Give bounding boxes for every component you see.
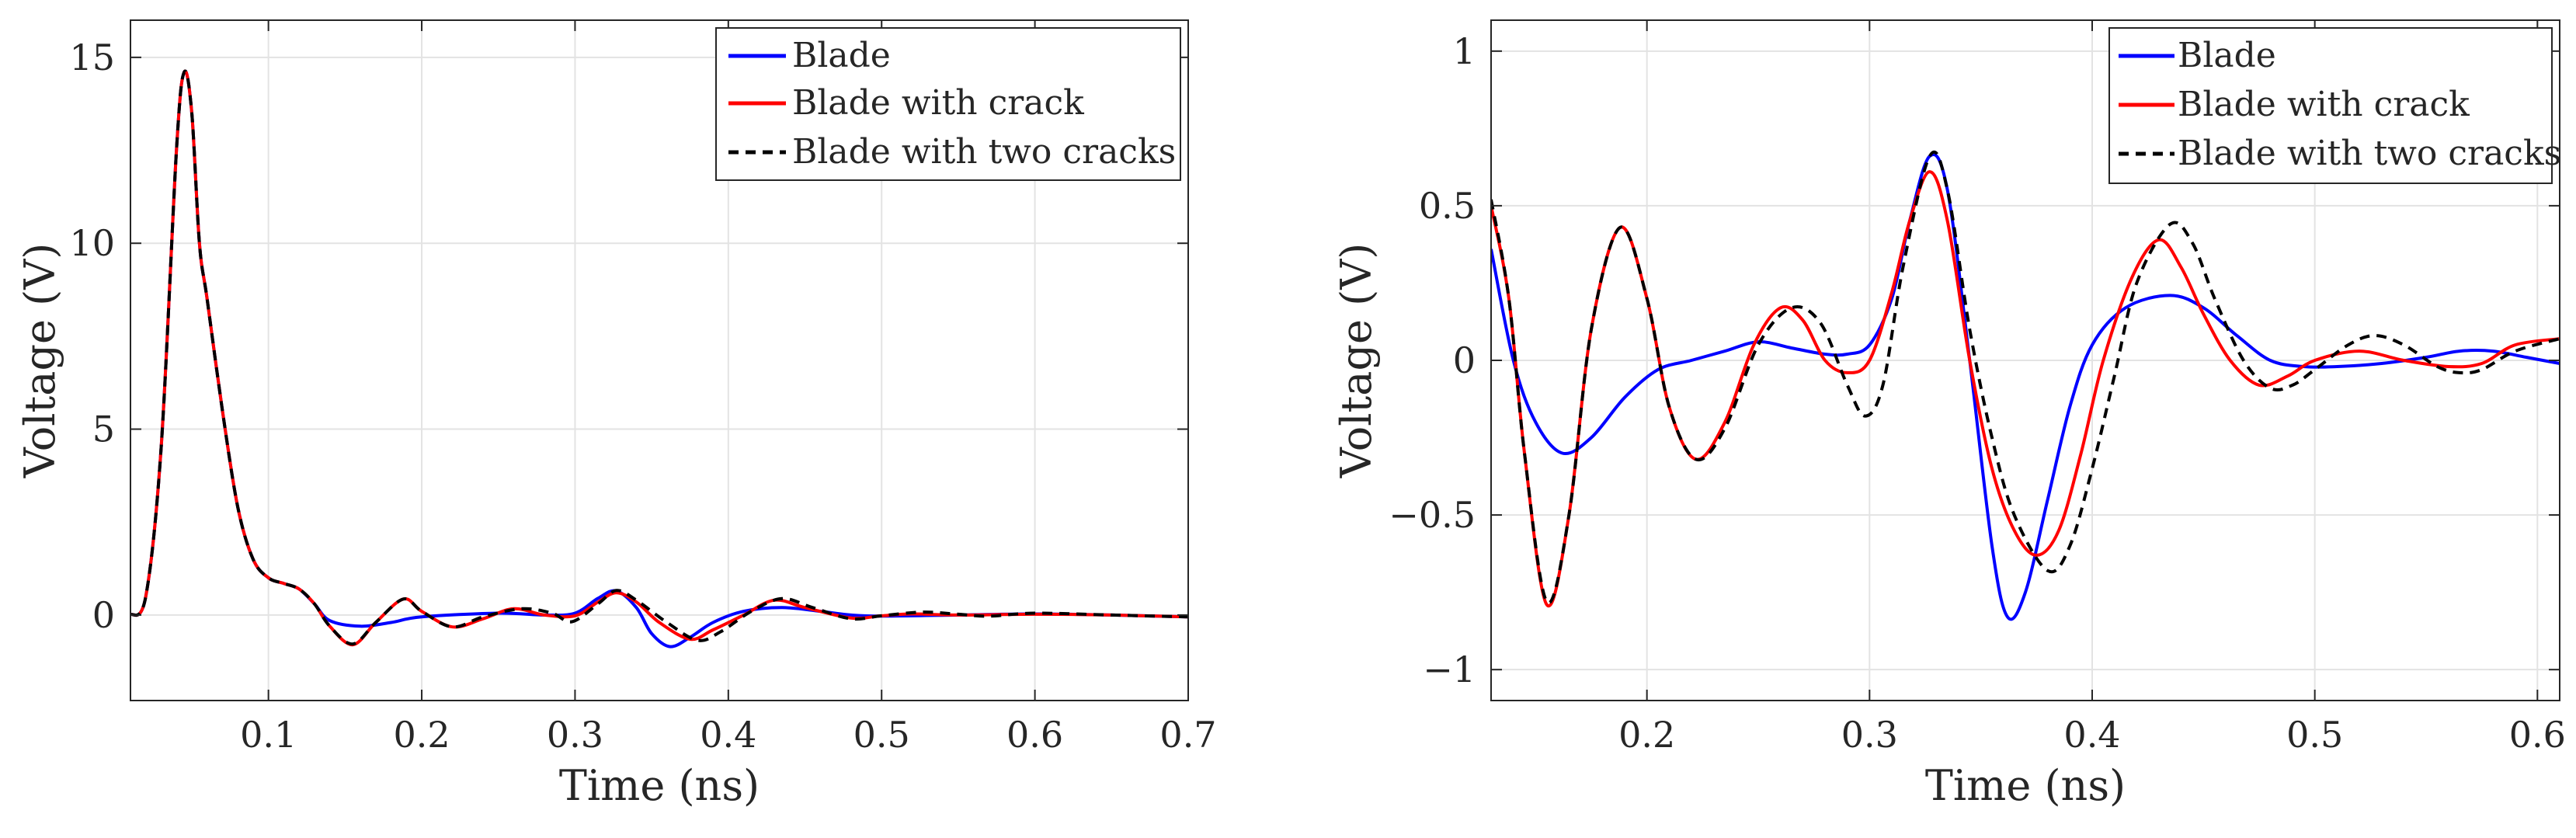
legend-label-blade: Blade: [2178, 36, 2276, 75]
right-legend-box: [2108, 27, 2553, 184]
x-tick-label: 0.6: [1006, 714, 1063, 756]
series-line-blade-with-two-cracks: [130, 69, 1188, 646]
left-ticks: 0.1 0.2 0.3 0.4 0.5 0.6 0.7 0 5 10 15: [69, 20, 1217, 756]
x-tick-label: 0.7: [1159, 714, 1216, 756]
x-tick-label: 0.6: [2509, 714, 2566, 756]
x-tick-label: 0.2: [1618, 714, 1675, 756]
y-tick-label: 0: [1453, 339, 1476, 381]
y-tick-label: 15: [69, 37, 115, 78]
legend-label-blade-with-two-cracks: Blade with two cracks: [2178, 134, 2561, 173]
legend-label-blade-with-crack: Blade with crack: [792, 83, 1084, 123]
y-tick-label: 10: [69, 222, 115, 264]
y-tick-label: 0.5: [1419, 185, 1476, 227]
right-grid: [1491, 20, 2560, 701]
right-ticks: 0.2 0.3 0.4 0.5 0.6 −1 −0.5 0 0.5 1: [1389, 20, 2566, 756]
y-tick-label: −1: [1423, 648, 1476, 690]
x-tick-label: 0.4: [700, 714, 756, 756]
y-tick-label: −0.5: [1389, 494, 1476, 536]
x-tick-label: 0.4: [2063, 714, 2120, 756]
left-legend-box: [715, 27, 1181, 181]
x-tick-label: 0.3: [547, 714, 603, 756]
left-chart: 0.1 0.2 0.3 0.4 0.5 0.6 0.7 0 5 10 15 Time (ns) Vo…: [16, 19, 1217, 810]
right-chart: 0.2 0.3 0.4 0.5 0.6 −1 −0.5 0 0.5 1 Time (ns) Vol…: [1332, 19, 2566, 810]
x-tick-label: 0.3: [1841, 714, 1898, 756]
legend-label-blade-with-two-cracks: Blade with two cracks: [792, 132, 1176, 172]
legend-label-blade: Blade: [792, 36, 891, 75]
y-tick-label: 0: [92, 594, 115, 636]
left-y-axis-label: Voltage (V): [16, 243, 64, 479]
x-tick-label: 0.5: [2286, 714, 2343, 756]
series-line-blade-with-crack: [1491, 170, 2560, 608]
right-series-lines: [1491, 150, 2560, 621]
x-tick-label: 0.2: [393, 714, 450, 756]
right-x-axis-label: Time (ns): [1925, 761, 2126, 810]
left-x-axis-label: Time (ns): [559, 761, 760, 810]
right-y-axis-label: Voltage (V): [1332, 243, 1381, 479]
series-line-blade-with-two-cracks: [1491, 150, 2560, 605]
legend-label-blade-with-crack: Blade with crack: [2178, 85, 2470, 124]
x-tick-label: 0.1: [240, 714, 297, 756]
right-legend: Blade Blade with crack Blade with two cr…: [2108, 27, 2561, 184]
left-series-lines: [130, 69, 1188, 648]
left-axes-frame: [130, 19, 1189, 701]
y-tick-label: 5: [92, 409, 115, 450]
y-tick-label: 1: [1453, 30, 1476, 72]
left-legend: Blade Blade with crack Blade with two cr…: [715, 27, 1181, 181]
x-tick-label: 0.5: [853, 714, 910, 756]
